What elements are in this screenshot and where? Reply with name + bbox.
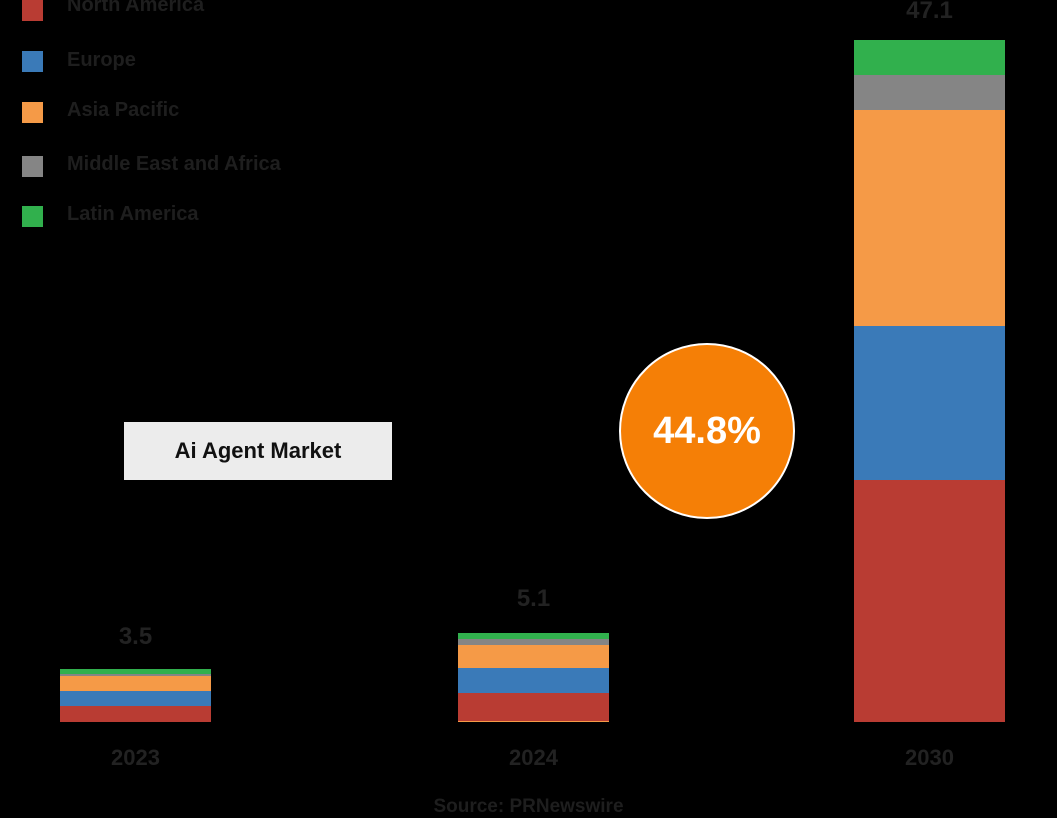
- segment-asia-pacific: [458, 645, 609, 668]
- legend-item-north-america: North America: [22, 0, 204, 21]
- segment-north-america: [458, 693, 609, 722]
- category-label-2030: 2030: [905, 745, 954, 770]
- segment-latin-america: [60, 669, 211, 674]
- bar-value-2024: 5.1: [516, 585, 551, 612]
- cagr-badge: 44.8%: [619, 343, 795, 519]
- segment-middle-east-africa: [854, 75, 1005, 110]
- legend-item-asia-pacific: Asia Pacific: [22, 99, 179, 123]
- bar-2023: [60, 669, 211, 722]
- legend-item-europe: Europe: [22, 49, 136, 72]
- segment-middle-east-africa: [458, 639, 609, 645]
- legend-label: Middle East and Africa: [67, 153, 281, 175]
- segment-europe: [458, 668, 609, 693]
- bar-2030: [854, 40, 1005, 722]
- asia-pacific-swatch-icon: [22, 102, 43, 123]
- bar-2024: [458, 633, 609, 722]
- category-label-2024: 2024: [509, 745, 558, 770]
- category-label-2023: 2023: [111, 745, 160, 770]
- chart-title: Ai Agent Market: [124, 422, 392, 480]
- segment-europe: [854, 326, 1005, 480]
- bar-value-2023: 3.5: [118, 623, 153, 650]
- segment-middle-east-africa: [60, 674, 211, 676]
- legend-label: North America: [67, 0, 205, 16]
- bar-value-2030: 47.1: [906, 0, 953, 24]
- source-note: Source: PRNewswire: [433, 796, 624, 817]
- legend-label: Asia Pacific: [67, 99, 180, 121]
- legend-label: Europe: [67, 49, 136, 71]
- middle-east-africa-swatch-icon: [22, 156, 43, 177]
- segment-asia-pacific: [60, 676, 211, 691]
- segment-latin-america: [854, 40, 1005, 75]
- europe-swatch-icon: [22, 51, 43, 72]
- segment-latin-america: [458, 633, 609, 639]
- segment-north-america: [60, 706, 211, 722]
- segment-asia-pacific: [854, 110, 1005, 326]
- legend-label: Latin America: [67, 203, 199, 225]
- north-america-swatch-icon: [22, 0, 43, 21]
- segment-north-america: [854, 480, 1005, 722]
- segment-europe: [60, 691, 211, 706]
- latin-america-swatch-icon: [22, 206, 43, 227]
- legend-item-latin-america: Latin America: [22, 203, 199, 227]
- legend-item-middle-east-africa: Middle East and Africa: [22, 153, 281, 177]
